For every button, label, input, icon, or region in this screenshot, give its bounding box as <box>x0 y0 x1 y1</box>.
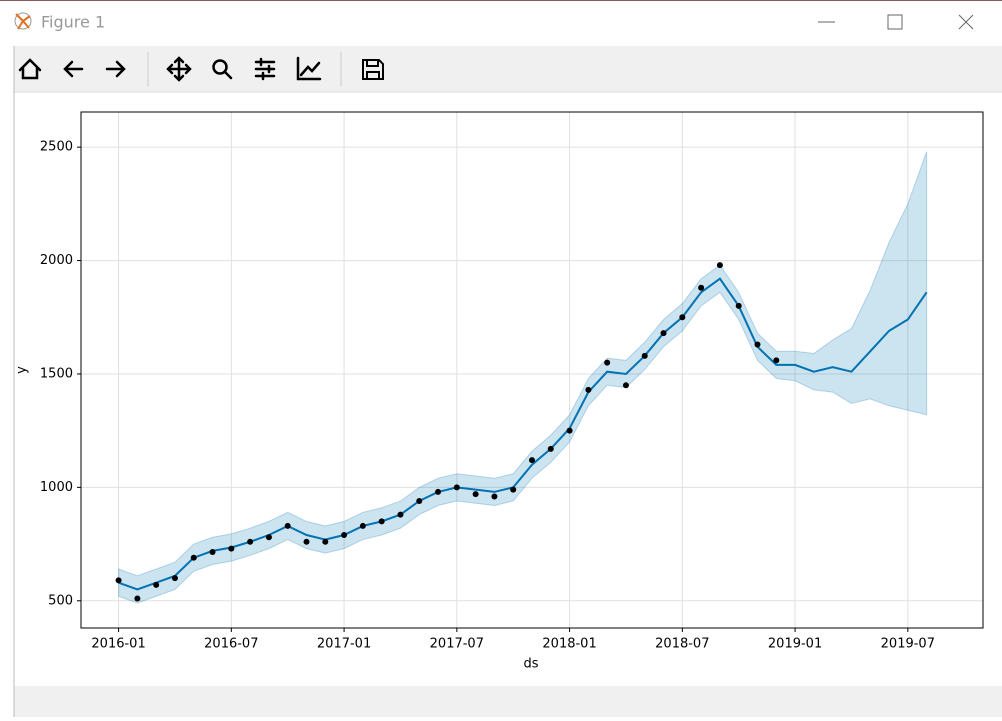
y-tick-label: 2000 <box>40 253 73 268</box>
observed-point <box>566 427 573 434</box>
uncertainty-band <box>118 151 928 604</box>
observed-point <box>303 538 310 545</box>
window-title: Figure 1 <box>41 13 105 32</box>
observed-point <box>153 581 160 588</box>
observed-point <box>529 457 535 464</box>
observed-point <box>773 357 780 364</box>
back-button[interactable] <box>63 60 84 78</box>
x-tick-label: 2016-07 <box>204 637 258 652</box>
x-tick-label: 2019-01 <box>768 637 822 652</box>
observed-point <box>209 549 216 556</box>
y-axis-label: y <box>15 366 30 374</box>
observed-point <box>735 302 742 309</box>
observed-point <box>134 595 141 602</box>
observed-point <box>585 386 592 393</box>
observed-point <box>341 532 348 539</box>
observed-point <box>453 484 460 491</box>
toolbar <box>14 46 1002 92</box>
observed-point <box>115 577 122 584</box>
x-tick-label: 2017-07 <box>430 637 484 652</box>
home-button[interactable] <box>18 58 42 80</box>
observed-point <box>397 511 404 518</box>
x-tick-label: 2019-07 <box>881 637 935 652</box>
x-tick-label: 2017-01 <box>317 637 371 652</box>
observed-point <box>716 262 723 269</box>
observed-point <box>171 575 178 582</box>
plot: 500 1000 1500 2000 2500 2016-01 2016-07 2017-01… <box>40 112 983 652</box>
status-bar <box>14 686 1002 717</box>
observed-point <box>679 314 686 321</box>
y-tick-label: 1500 <box>40 366 73 381</box>
x-tick-label: 2016-01 <box>91 637 145 652</box>
observed-point <box>435 488 442 495</box>
y-tick-label: 1000 <box>40 480 73 495</box>
observed-point <box>604 359 611 366</box>
configure-button[interactable] <box>254 57 276 81</box>
observed-point <box>416 497 423 504</box>
y-tick-label: 2500 <box>40 140 73 155</box>
border <box>0 0 1002 1</box>
app-icon <box>14 12 32 30</box>
maximize-button[interactable] <box>887 14 903 30</box>
observed-point <box>228 545 235 552</box>
observed-point <box>641 352 648 359</box>
pan-button[interactable] <box>166 56 192 82</box>
observed-point <box>359 522 366 529</box>
close-button[interactable] <box>958 14 974 30</box>
observed-point <box>284 522 291 529</box>
x-axis-label: ds <box>523 657 538 672</box>
x-tick-label: 2018-07 <box>655 637 709 652</box>
observed-point <box>378 518 385 525</box>
observed-point <box>190 554 197 561</box>
axes-frame <box>80 111 984 629</box>
observed-point <box>547 445 554 452</box>
observed-point <box>472 491 479 498</box>
observed-point <box>491 493 498 500</box>
axes-button[interactable] <box>296 56 322 81</box>
forward-button[interactable] <box>105 60 126 78</box>
x-tick-label: 2018-01 <box>542 637 596 652</box>
observed-point <box>660 330 667 337</box>
y-tick-label: 500 <box>48 593 73 608</box>
observed-point <box>622 382 629 389</box>
observed-point <box>698 284 705 291</box>
zoom-button[interactable] <box>212 59 233 80</box>
save-button[interactable] <box>362 59 384 80</box>
observed-point <box>510 486 517 493</box>
observed-point <box>247 538 254 545</box>
forecast-line <box>118 277 928 591</box>
observed-point <box>754 341 761 348</box>
observed-point <box>265 534 272 541</box>
observed-point <box>322 538 329 545</box>
